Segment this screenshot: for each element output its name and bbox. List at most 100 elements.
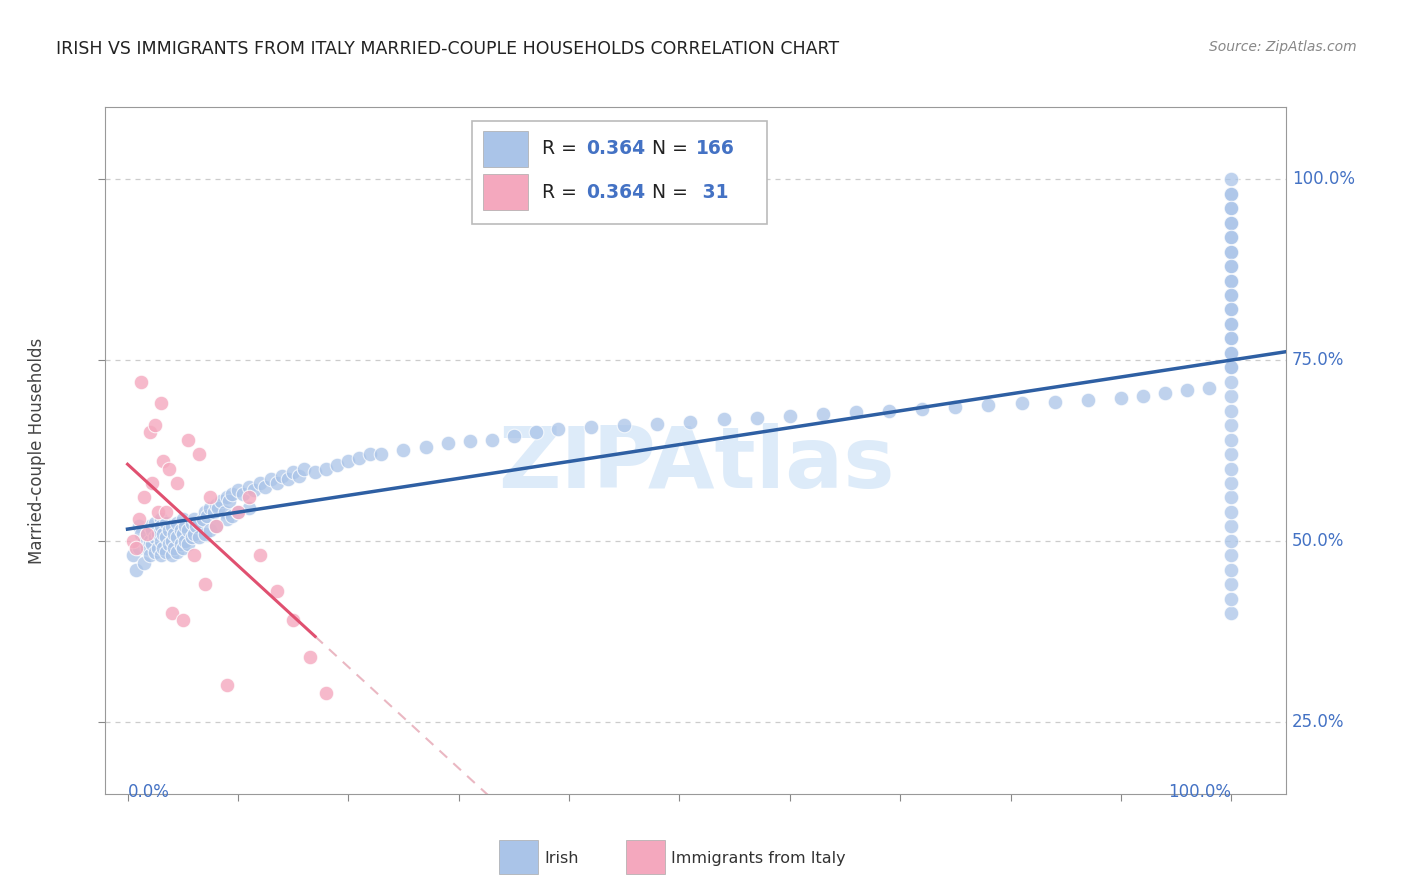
Point xyxy=(152,526,174,541)
Point xyxy=(1220,563,1243,577)
Point xyxy=(132,556,155,570)
Point xyxy=(547,422,569,436)
Point xyxy=(138,533,160,548)
Point xyxy=(370,447,392,461)
Point xyxy=(679,415,702,429)
Point xyxy=(149,549,172,563)
Point xyxy=(1220,331,1243,345)
Point xyxy=(149,519,172,533)
Point xyxy=(911,402,934,417)
Point xyxy=(141,523,163,537)
Point xyxy=(1220,230,1243,244)
Point xyxy=(1220,331,1243,345)
Point xyxy=(215,491,238,505)
Point xyxy=(163,541,186,555)
Point xyxy=(180,530,202,544)
Point xyxy=(238,491,260,505)
Point xyxy=(143,530,166,544)
Text: 50.0%: 50.0% xyxy=(1292,532,1344,549)
Point xyxy=(811,407,834,421)
Point xyxy=(232,487,254,501)
Point xyxy=(1220,317,1243,331)
Point xyxy=(149,512,172,526)
Point xyxy=(1220,288,1243,302)
Point xyxy=(221,508,243,523)
Text: R =: R = xyxy=(543,139,583,159)
Point xyxy=(177,523,200,537)
Point xyxy=(159,523,181,537)
Point xyxy=(713,412,735,426)
Point xyxy=(287,468,309,483)
Point xyxy=(1220,533,1243,548)
Text: 100.0%: 100.0% xyxy=(1292,170,1355,188)
Point xyxy=(148,541,170,555)
Point xyxy=(205,519,228,533)
Point xyxy=(143,418,166,433)
Point xyxy=(226,505,249,519)
Point xyxy=(143,544,166,558)
Point xyxy=(1220,403,1243,417)
Point xyxy=(132,533,155,548)
Point xyxy=(166,530,188,544)
Point xyxy=(436,436,458,450)
Point xyxy=(159,461,181,475)
Point xyxy=(209,494,232,508)
Point xyxy=(188,447,211,461)
Point xyxy=(177,537,200,551)
Point xyxy=(221,487,243,501)
Point xyxy=(226,483,249,498)
Text: 100.0%: 100.0% xyxy=(1168,783,1232,801)
Point xyxy=(188,530,211,544)
Point xyxy=(122,549,145,563)
Point xyxy=(1220,375,1243,389)
Point xyxy=(745,411,768,425)
Point xyxy=(183,526,205,541)
Point xyxy=(155,530,177,544)
Point xyxy=(1220,519,1243,533)
Point xyxy=(779,409,801,424)
Point xyxy=(1220,360,1243,375)
Point xyxy=(138,549,160,563)
Point xyxy=(215,512,238,526)
Point xyxy=(266,475,288,490)
Point xyxy=(194,505,217,519)
Point xyxy=(1220,346,1243,360)
Point xyxy=(172,512,194,526)
Point xyxy=(215,678,238,692)
Point xyxy=(138,425,160,440)
Point xyxy=(183,549,205,563)
Point xyxy=(195,508,218,523)
Point xyxy=(160,519,183,533)
Point xyxy=(184,519,207,533)
Point xyxy=(1198,380,1220,394)
Text: 0.364: 0.364 xyxy=(586,183,645,202)
Point xyxy=(977,398,1000,412)
Point xyxy=(1220,389,1243,403)
Point xyxy=(1175,384,1198,398)
Point xyxy=(149,396,172,410)
Point xyxy=(200,523,222,537)
Point xyxy=(1109,391,1132,405)
Point xyxy=(1220,346,1243,360)
Point xyxy=(177,433,200,447)
Point xyxy=(155,505,177,519)
Point xyxy=(128,519,150,533)
Point xyxy=(160,533,183,548)
Point xyxy=(125,563,148,577)
FancyBboxPatch shape xyxy=(471,120,766,224)
Point xyxy=(166,516,188,530)
Point xyxy=(1220,259,1243,273)
Point xyxy=(155,544,177,558)
Point xyxy=(1220,418,1243,433)
Point xyxy=(579,419,602,434)
Point xyxy=(160,549,183,563)
Point xyxy=(1011,396,1033,410)
Point xyxy=(1220,591,1243,606)
Point xyxy=(1220,230,1243,244)
Point xyxy=(136,541,159,555)
Point xyxy=(392,443,415,458)
Point xyxy=(1220,549,1243,563)
Point xyxy=(148,505,170,519)
Point xyxy=(1220,447,1243,461)
Point xyxy=(129,375,152,389)
